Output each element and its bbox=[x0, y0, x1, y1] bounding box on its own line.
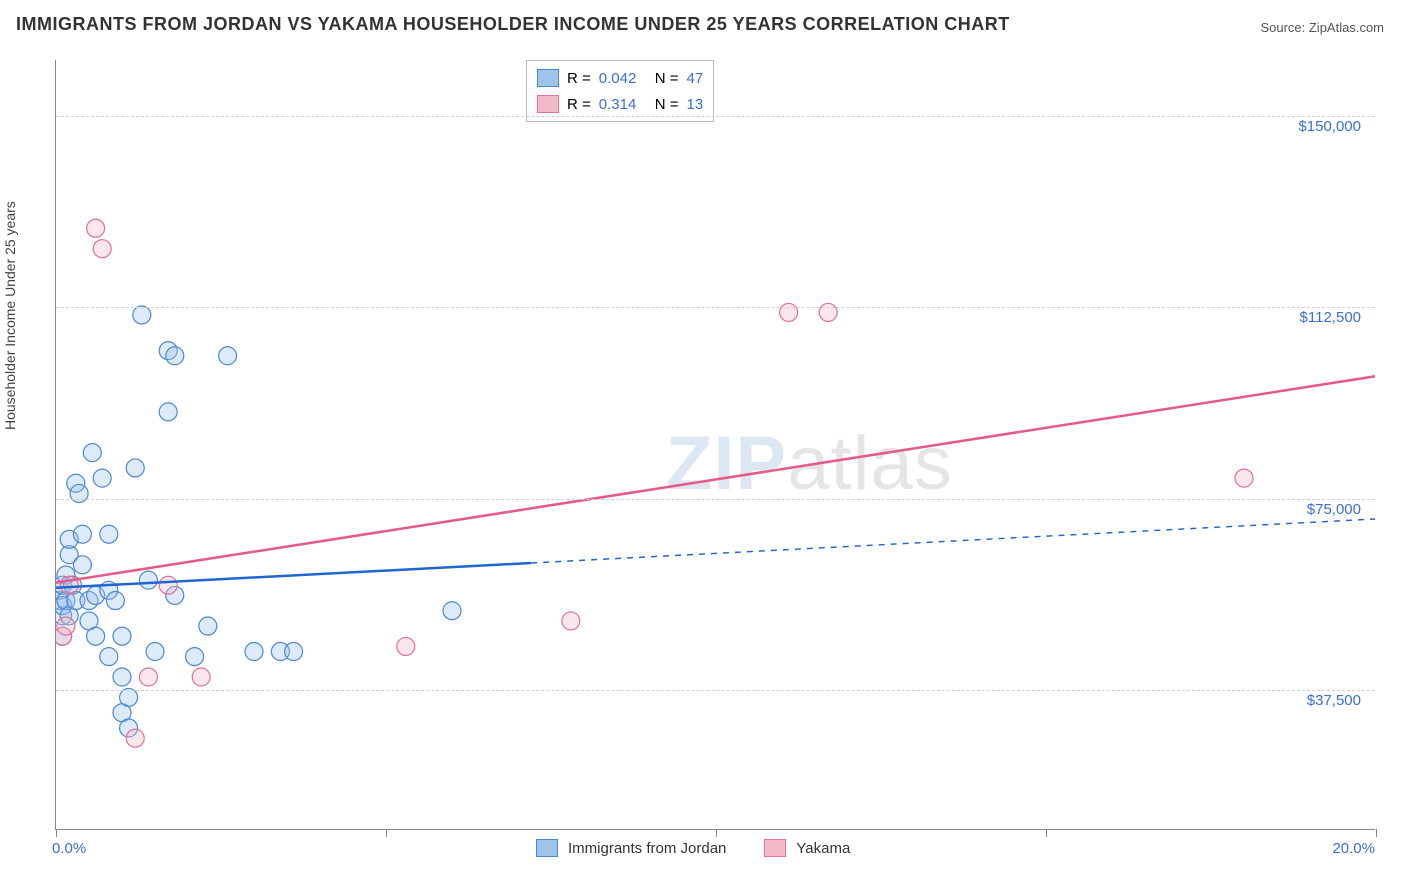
data-point-yakama bbox=[192, 668, 210, 686]
x-axis-min-label: 0.0% bbox=[52, 840, 86, 857]
legend-label-yakama: Yakama bbox=[796, 840, 850, 857]
n-value-yakama: 13 bbox=[687, 96, 704, 113]
r-label: R = bbox=[567, 70, 591, 87]
swatch-yakama-bottom bbox=[764, 839, 786, 857]
data-point-jordan bbox=[73, 556, 91, 574]
data-point-yakama bbox=[397, 637, 415, 655]
data-point-jordan bbox=[100, 525, 118, 543]
x-tick bbox=[716, 829, 717, 837]
data-point-jordan bbox=[113, 668, 131, 686]
chart-svg bbox=[56, 60, 1375, 829]
data-point-yakama bbox=[159, 576, 177, 594]
data-point-yakama bbox=[87, 219, 105, 237]
data-point-jordan bbox=[245, 643, 263, 661]
legend-row-yakama: R = 0.314 N = 13 bbox=[537, 91, 703, 117]
data-point-jordan bbox=[285, 643, 303, 661]
data-point-jordan bbox=[83, 444, 101, 462]
trend-line-dashed-jordan bbox=[531, 519, 1375, 563]
data-point-yakama bbox=[819, 303, 837, 321]
data-point-jordan bbox=[126, 459, 144, 477]
y-axis-label: Householder Income Under 25 years bbox=[2, 201, 18, 430]
chart-title: IMMIGRANTS FROM JORDAN VS YAKAMA HOUSEHO… bbox=[16, 14, 1010, 35]
data-point-jordan bbox=[120, 688, 138, 706]
data-point-jordan bbox=[199, 617, 217, 635]
gridline bbox=[56, 690, 1375, 691]
source-label: Source: ZipAtlas.com bbox=[1260, 20, 1384, 35]
swatch-jordan-bottom bbox=[536, 839, 558, 857]
legend-label-jordan: Immigrants from Jordan bbox=[568, 840, 726, 857]
gridline bbox=[56, 307, 1375, 308]
y-tick-label: $37,500 bbox=[1307, 692, 1361, 709]
data-point-jordan bbox=[113, 627, 131, 645]
y-tick-label: $75,000 bbox=[1307, 501, 1361, 518]
gridline bbox=[56, 499, 1375, 500]
data-point-jordan bbox=[73, 525, 91, 543]
data-point-jordan bbox=[219, 347, 237, 365]
data-point-jordan bbox=[93, 469, 111, 487]
x-tick bbox=[1046, 829, 1047, 837]
data-point-yakama bbox=[126, 729, 144, 747]
legend-row-jordan: R = 0.042 N = 47 bbox=[537, 65, 703, 91]
r-value-yakama: 0.314 bbox=[599, 96, 647, 113]
data-point-yakama bbox=[562, 612, 580, 630]
data-point-jordan bbox=[186, 648, 204, 666]
swatch-jordan bbox=[537, 69, 559, 87]
data-point-jordan bbox=[443, 602, 461, 620]
data-point-yakama bbox=[139, 668, 157, 686]
x-tick bbox=[56, 829, 57, 837]
x-tick bbox=[386, 829, 387, 837]
y-tick-label: $112,500 bbox=[1300, 309, 1361, 326]
data-point-jordan bbox=[159, 403, 177, 421]
gridline bbox=[56, 116, 1375, 117]
swatch-yakama bbox=[537, 95, 559, 113]
data-point-jordan bbox=[70, 484, 88, 502]
trend-line-jordan bbox=[56, 563, 531, 588]
data-point-yakama bbox=[57, 617, 75, 635]
chart-area: ZIPatlas R = 0.042 N = 47 R = 0.314 N = … bbox=[55, 60, 1375, 830]
data-point-yakama bbox=[93, 240, 111, 258]
data-point-jordan bbox=[100, 648, 118, 666]
x-axis-max-label: 20.0% bbox=[1332, 840, 1375, 857]
data-point-yakama bbox=[1235, 469, 1253, 487]
data-point-jordan bbox=[166, 347, 184, 365]
data-point-jordan bbox=[133, 306, 151, 324]
n-label: N = bbox=[655, 70, 679, 87]
trend-line-yakama bbox=[56, 376, 1375, 583]
data-point-jordan bbox=[106, 592, 124, 610]
r-label: R = bbox=[567, 96, 591, 113]
n-label: N = bbox=[655, 96, 679, 113]
data-point-jordan bbox=[139, 571, 157, 589]
x-tick bbox=[1376, 829, 1377, 837]
series-legend: Immigrants from Jordan Yakama bbox=[536, 839, 850, 857]
data-point-jordan bbox=[87, 627, 105, 645]
data-point-yakama bbox=[780, 303, 798, 321]
data-point-jordan bbox=[146, 643, 164, 661]
r-value-jordan: 0.042 bbox=[599, 70, 647, 87]
y-tick-label: $150,000 bbox=[1298, 118, 1361, 135]
correlation-legend: R = 0.042 N = 47 R = 0.314 N = 13 bbox=[526, 60, 714, 122]
n-value-jordan: 47 bbox=[687, 70, 704, 87]
